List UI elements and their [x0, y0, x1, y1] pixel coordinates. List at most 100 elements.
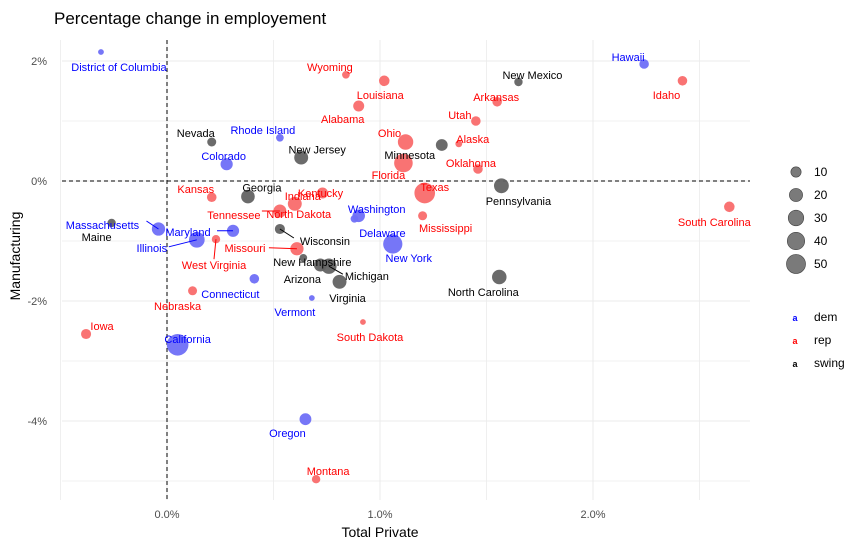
y-axis-ticks: 2% 0% -2% -4% — [27, 56, 47, 428]
legend-size-label: 50 — [814, 257, 828, 271]
label-massachusetts: Massachusetts — [66, 220, 140, 232]
label-virginia: Virginia — [329, 293, 366, 305]
legend-color-label: dem — [814, 310, 837, 324]
grid — [60, 40, 750, 500]
legend-color-label: swing — [814, 356, 845, 370]
point-florida — [394, 153, 413, 173]
point-kansas — [206, 192, 217, 202]
label-district-of-columbia: District of Columbia — [71, 62, 167, 74]
point-arizona — [313, 258, 327, 272]
label-texas: Texas — [420, 182, 449, 194]
legend-color-key-glyph: a — [792, 336, 798, 346]
point-nevada — [207, 137, 217, 147]
point-montana — [311, 475, 321, 484]
label-north-carolina: North Carolina — [448, 287, 520, 299]
x-axis-ticks: 0.0% 1.0% 2.0% — [154, 509, 605, 521]
point-delaware — [350, 214, 359, 223]
label-wisconsin: Wisconsin — [300, 236, 350, 248]
legend-size-label: 40 — [814, 234, 828, 248]
point-connecticut — [249, 274, 260, 284]
label-rhode-island: Rhode Island — [230, 125, 295, 137]
legend-size-label: 10 — [814, 165, 828, 179]
point-new-mexico — [514, 77, 523, 87]
label-delaware: Delaware — [359, 228, 405, 240]
label-maine: Maine — [82, 232, 112, 244]
reference-lines — [62, 40, 750, 500]
label-arizona: Arizona — [284, 274, 322, 286]
legend-color-key-glyph: a — [792, 313, 798, 323]
leader-line — [168, 239, 197, 248]
point-wyoming — [342, 70, 350, 79]
point-new-york — [383, 234, 403, 254]
x-tick-label: 2.0% — [580, 509, 605, 521]
legend-color-label: rep — [814, 333, 832, 347]
legend-color: a dem a rep a swing — [792, 310, 844, 370]
data-points — [81, 49, 735, 484]
point-vermont — [308, 295, 315, 301]
label-georgia: Georgia — [242, 183, 282, 195]
label-maryland: Maryland — [165, 227, 210, 239]
label-hawaii: Hawaii — [612, 52, 645, 64]
label-montana: Montana — [307, 466, 351, 478]
legend-size-label: 20 — [814, 188, 828, 202]
point-indiana — [287, 196, 302, 211]
legend-size-swatch — [787, 209, 805, 227]
label-indiana: Indiana — [285, 191, 322, 203]
label-new-jersey: New Jersey — [288, 145, 346, 157]
point-alaska — [455, 140, 463, 148]
y-tick-label: 0% — [31, 176, 47, 188]
point-utah — [471, 116, 481, 126]
point-north-dakota — [274, 212, 281, 219]
label-tennessee: Tennessee — [207, 210, 260, 222]
label-wyoming: Wyoming — [307, 62, 353, 74]
point-nebraska — [188, 286, 198, 296]
label-vermont: Vermont — [274, 307, 315, 319]
point-colorado — [220, 158, 233, 171]
legend-size-swatch — [790, 166, 802, 178]
label-new-york: New York — [386, 253, 433, 265]
leader-line — [213, 239, 217, 260]
point-idaho — [677, 76, 688, 86]
label-pennsylvania: Pennsylvania — [486, 196, 552, 208]
point-oregon — [299, 413, 312, 426]
label-missouri: Missouri — [224, 243, 265, 255]
label-iowa: Iowa — [90, 321, 114, 333]
label-new-mexico: New Mexico — [502, 70, 562, 82]
label-nevada: Nevada — [177, 128, 216, 140]
label-ohio: Ohio — [378, 128, 401, 140]
y-tick-label: 2% — [31, 56, 47, 68]
leader-line — [268, 247, 297, 250]
label-south-carolina: South Carolina — [678, 217, 752, 229]
label-south-dakota: South Dakota — [337, 332, 405, 344]
label-north-dakota: North Dakota — [266, 209, 332, 221]
label-utah: Utah — [448, 110, 471, 122]
point-georgia — [241, 189, 255, 204]
label-kansas: Kansas — [177, 184, 214, 196]
label-alaska: Alaska — [456, 134, 490, 146]
label-arkansas: Arkansas — [473, 92, 519, 104]
label-michigan: Michigan — [345, 271, 389, 283]
label-mississippi: Mississippi — [419, 223, 472, 235]
label-florida: Florida — [372, 170, 407, 182]
chart-title: Percentage change in employement — [54, 9, 326, 28]
legend-color-key-glyph: a — [792, 359, 798, 369]
label-kentucky: Kentucky — [298, 188, 344, 200]
leader-line — [279, 228, 295, 239]
point-oklahoma — [473, 164, 483, 174]
legend-size-swatch — [786, 254, 806, 274]
point-missouri — [290, 242, 304, 256]
legend-size: 10 20 30 40 50 — [786, 165, 828, 274]
point-new-hampshire — [299, 253, 308, 262]
label-new-hampshire: New Hampshire — [273, 257, 351, 269]
legend-size-swatch — [786, 231, 806, 251]
label-connecticut: Connecticut — [201, 289, 259, 301]
label-illinois: Illinois — [137, 243, 168, 255]
point-maine — [107, 218, 116, 228]
point-district-of-columbia — [98, 49, 104, 55]
point-massachusetts — [151, 222, 166, 236]
label-california: California — [164, 334, 211, 346]
leader-line — [328, 265, 344, 275]
label-west-virginia: West Virginia — [182, 260, 247, 272]
point-south-carolina — [724, 201, 735, 213]
